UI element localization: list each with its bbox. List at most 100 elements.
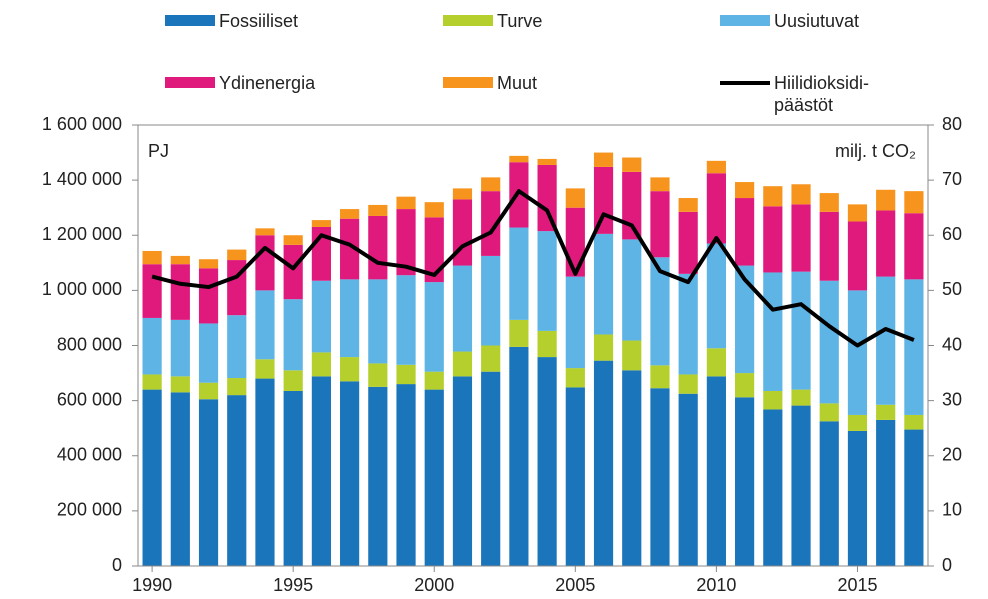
x-tick-label: 2015 [837,575,877,595]
bar-segment [565,188,585,208]
bar-segment [735,198,755,266]
bar-segment [735,182,755,199]
bar-segment [706,348,726,377]
legend-item: Hiilidioksidi-päästöt [720,72,899,116]
bar-segment [283,244,303,300]
bar-segment [763,272,783,391]
x-tick-label: 2005 [555,575,595,595]
bar-segment [537,330,557,358]
bar-segment [904,279,924,415]
bar-segment [622,239,642,341]
y-tick-label: 1 200 000 [42,224,122,244]
bar-segment [565,387,585,566]
bar-segment [311,220,331,227]
bar-segment [847,204,868,222]
bar-segment [255,378,275,566]
bar-segment [198,323,219,383]
bar-segment [198,382,219,400]
bar-segment [198,259,219,269]
bar-segment [340,279,360,358]
legend-swatch [165,77,215,88]
bar-segment [650,388,670,566]
bar-segment [509,319,529,347]
bar-segment [678,374,698,394]
bar-segment [283,235,303,245]
bar-segment [819,193,839,212]
legend-item: Muut [443,72,647,94]
bar-segment [593,334,614,361]
y2-axis-label: milj. t CO₂ [835,141,916,161]
bar-segment [763,206,783,273]
bar-segment [283,299,303,371]
bar-segment [904,213,924,280]
legend-label: Uusiutuvat [774,11,860,31]
bar-segment [735,373,755,398]
bar-segment [198,399,219,566]
y-tick-label: 800 000 [57,334,122,354]
bar-segment [537,357,557,566]
bar-segment [622,370,642,566]
y2-tick-label: 40 [942,334,962,354]
bar-segment [819,280,839,404]
bar-segment [481,371,501,566]
bar-segment [622,340,642,371]
bar-segment [198,268,219,324]
bar-segment [424,282,444,372]
bar-segment [283,390,303,566]
bar-segment [424,389,444,566]
legend-swatch [720,81,770,85]
bar-segment [255,235,275,291]
x-tick-label: 2010 [696,575,736,595]
bar-segment [904,429,924,566]
bar-segment [791,405,811,566]
bar-segment [537,158,557,165]
bar-segment [227,395,247,566]
bar-segment [142,264,162,318]
bar-segment [791,204,811,272]
bar-segment [396,364,416,385]
bar-segment [396,196,416,210]
legend-item: Ydinenergia [165,72,369,94]
bar-segment [650,191,670,258]
bar-segment [876,404,896,420]
bar-segment [847,221,868,291]
bar-segment [876,189,896,211]
bar-segment [876,210,896,277]
bar-segment [170,392,190,566]
bar-segment [537,164,557,232]
y2-tick-label: 50 [942,279,962,299]
legend-label: Ydinenergia [219,73,316,93]
y-tick-label: 1 400 000 [42,169,122,189]
bar-segment [340,209,360,219]
bar-segment [170,319,190,377]
bar-segment [340,357,360,382]
y-tick-label: 1 000 000 [42,279,122,299]
x-tick-label: 1990 [132,575,172,595]
x-tick-label: 2000 [414,575,454,595]
plot-frame [137,124,929,567]
bar-segment [142,389,162,566]
bar-segment [565,368,585,388]
bar-segment [509,227,529,320]
bar-segment [509,155,529,163]
bar-segment [227,315,247,379]
legend-item: Fossiiliset [165,10,369,32]
bar-segment [622,157,642,172]
bar-segment [876,419,896,566]
bar-segment [311,376,331,566]
legend-swatch [443,77,493,88]
bar-segment [904,414,924,430]
bar-segment [678,273,698,375]
bar-segment [537,231,557,331]
bar-segment [452,351,473,377]
bar-segment [481,191,501,256]
bar-segment [424,202,444,218]
bar-segment [170,255,190,265]
bar-segment [481,255,501,346]
y2-tick-label: 0 [942,555,952,575]
bar-segment [678,211,698,274]
y2-tick-label: 70 [942,169,962,189]
y-tick-label: 200 000 [57,500,122,520]
bar-segment [142,317,162,375]
bar-segment [678,393,698,566]
